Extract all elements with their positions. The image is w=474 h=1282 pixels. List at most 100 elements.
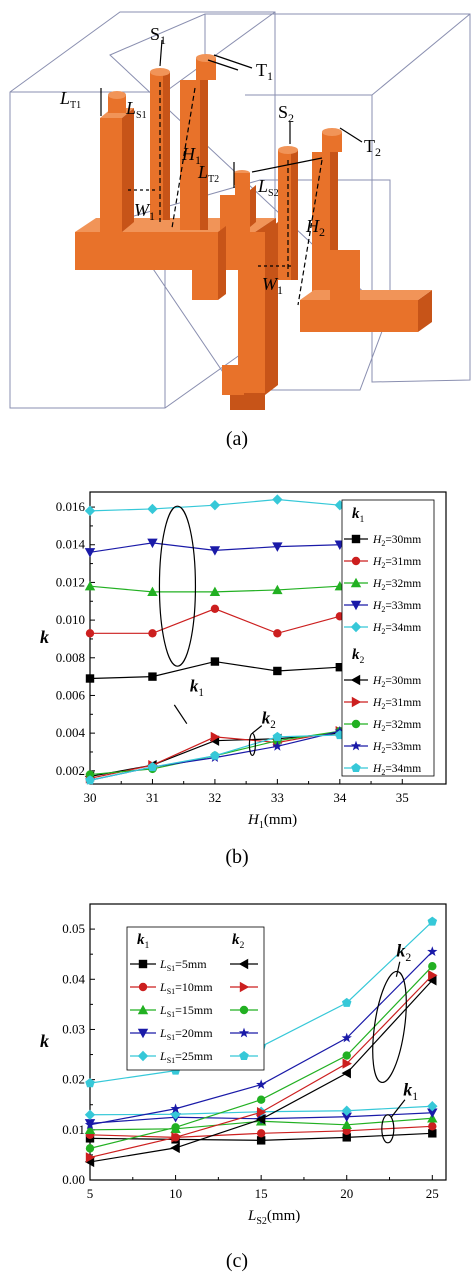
x-tick-label: 15 — [255, 1186, 268, 1201]
y-tick-label: 0.016 — [56, 499, 86, 514]
data-point — [148, 629, 157, 638]
x-tick-label: 32 — [208, 790, 221, 805]
legend-marker — [351, 696, 362, 708]
legend-entry: H2=31mm — [372, 697, 421, 711]
data-point — [209, 546, 221, 556]
legend-marker-k1 — [137, 1050, 149, 1062]
k2-annotation: k2 — [396, 941, 411, 965]
panel-c: 5 10 15 20 25 0.00 0.01 0.02 0.03 0.04 0.05 LS2(mm)… — [0, 890, 474, 1235]
data-point — [342, 1051, 351, 1060]
label-ls1: LS1 — [125, 98, 147, 121]
dimension-lines — [100, 39, 363, 306]
series-k2-5 — [84, 975, 437, 1168]
data-point — [147, 538, 158, 549]
x-tick-label: 33 — [271, 790, 284, 805]
data-point — [84, 1156, 95, 1168]
data-point — [85, 674, 95, 683]
data-point — [342, 1058, 352, 1069]
x-tick-label: 35 — [396, 790, 409, 805]
x-tick-label: 31 — [146, 790, 159, 805]
label-h2: H2 — [305, 216, 325, 239]
label-w1-b: W1 — [262, 274, 283, 297]
legend-entry: LS1=10mm — [159, 980, 213, 996]
legend-title-k1: k1 — [352, 506, 365, 525]
plot-frame — [89, 491, 447, 785]
legend-marker-k1 — [137, 1004, 149, 1015]
legend-entry: H2=34mm — [372, 622, 421, 636]
series-k1-2 — [84, 580, 346, 597]
k2-annotation: k2 — [262, 709, 276, 731]
legend-marker-k2 — [239, 981, 250, 993]
chart-c: 5 10 15 20 25 0.00 0.01 0.02 0.03 0.04 0.05 LS2(mm)… — [40, 903, 447, 1227]
legend-entry: H2=30mm — [372, 534, 421, 548]
series-k1-0 — [85, 657, 345, 683]
k2-group-ellipse — [248, 732, 256, 757]
y-tick-label: 0.01 — [62, 1122, 85, 1137]
x-axis-label: LS2(mm) — [247, 1208, 300, 1227]
label-h1: H1 — [181, 144, 201, 167]
data-point — [209, 499, 221, 511]
legend-marker — [350, 577, 362, 588]
legend-marker — [350, 674, 361, 686]
data-point — [341, 1112, 352, 1122]
legend-marker-k2 — [238, 1027, 250, 1038]
data-point — [273, 666, 282, 676]
plot-frame — [89, 903, 447, 1181]
data-point — [85, 1152, 96, 1163]
series-k1-1 — [85, 604, 345, 638]
y-tick-label: 0.002 — [56, 763, 85, 778]
data-point — [428, 1129, 437, 1138]
label-lt1: LT1 — [59, 88, 81, 111]
x-tick-label: 25 — [426, 1186, 439, 1201]
label-t2: T2 — [364, 136, 381, 159]
data-point — [85, 1144, 95, 1153]
label-t1: T1 — [256, 60, 273, 83]
legend-entry: LS1=5mm — [159, 957, 207, 973]
legend-entry: H2=34mm — [372, 763, 421, 777]
legend-entry: H2=32mm — [372, 578, 421, 592]
data-point — [85, 629, 95, 638]
series-k2-7 — [85, 962, 437, 1153]
data-point — [427, 1108, 438, 1118]
legend: k1 k2 H2=30mm H2=31mm H2=32mm H2=33mm H2=34mm H… — [341, 499, 435, 777]
legend-marker — [351, 763, 361, 773]
data-point — [84, 1119, 96, 1130]
data-point — [85, 1078, 95, 1088]
legend-entry: H2=32mm — [372, 719, 421, 733]
x-tick-label: 10 — [169, 1186, 182, 1201]
data-point — [256, 1095, 266, 1104]
legend-marker — [351, 719, 361, 729]
data-point — [147, 503, 158, 515]
y-tick-label: 0.04 — [62, 971, 85, 986]
data-point — [84, 1124, 96, 1135]
data-point — [147, 586, 158, 597]
data-point — [209, 586, 221, 597]
data-point — [427, 916, 438, 926]
data-point — [255, 1114, 266, 1125]
x-tick-label: 30 — [84, 790, 97, 805]
data-point — [256, 1129, 266, 1138]
legend-entry: H2=33mm — [372, 600, 421, 614]
label-s2: S2 — [278, 102, 294, 125]
y-tick-label: 0.05 — [62, 921, 85, 936]
data-point — [170, 1103, 181, 1114]
data-point — [171, 1132, 181, 1143]
data-point — [272, 542, 283, 552]
legend-marker-k2 — [239, 1005, 249, 1015]
data-point — [85, 770, 95, 779]
data-point — [84, 580, 96, 591]
legend-entry: LS1=20mm — [159, 1026, 213, 1042]
y-axis-label: k — [40, 627, 49, 647]
legend-marker — [350, 600, 362, 611]
legend-box — [341, 499, 435, 777]
k1-annotation: k1 — [190, 677, 204, 699]
x-tick-label: 34 — [333, 790, 347, 805]
data-point — [210, 750, 220, 760]
data-point — [210, 604, 220, 613]
legend-marker-k1 — [137, 1028, 149, 1039]
panel-b: 30 31 32 33 34 35 0.002 0.004 0.006 0.008 0.010 0.0… — [0, 478, 474, 838]
data-point — [273, 629, 282, 638]
legend-entry: H2=30mm — [372, 675, 421, 689]
y-tick-label: 0.02 — [62, 1072, 85, 1087]
legend-marker-k1 — [138, 959, 148, 969]
